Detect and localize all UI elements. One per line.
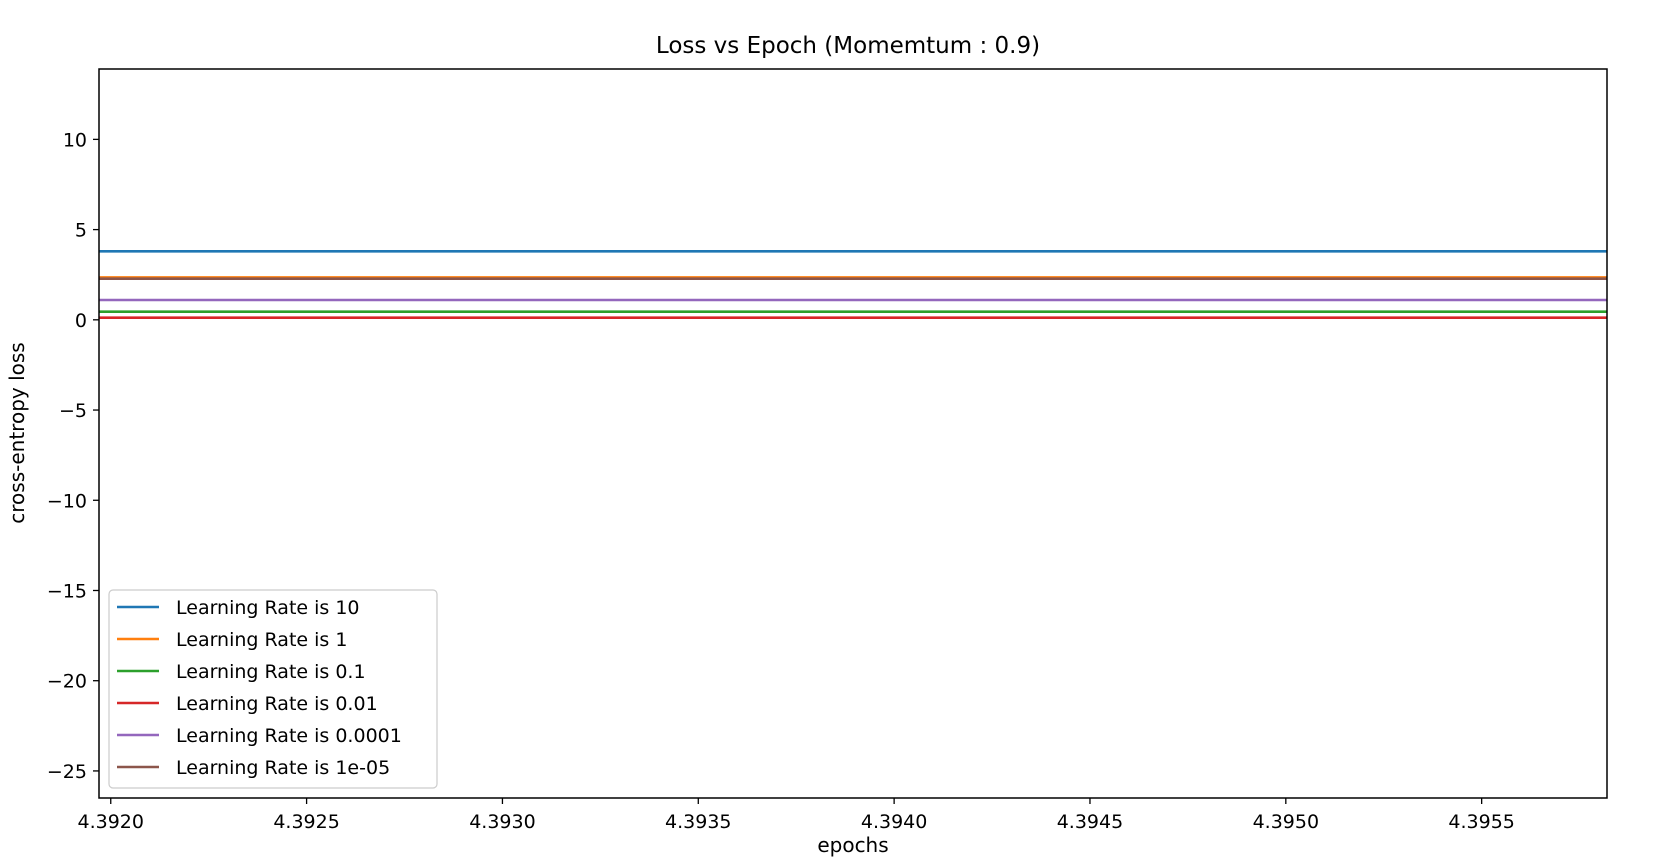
y-axis-label: cross-entropy loss (5, 342, 29, 523)
legend: Learning Rate is 10 Learning Rate is 1 Lea… (108, 589, 438, 789)
x-axis-label: epochs (817, 833, 888, 857)
x-tick-label: 4.3955 (1448, 811, 1514, 833)
legend-label-5: Learning Rate is 1e-05 (176, 757, 390, 779)
y-tick-label: −5 (59, 400, 87, 422)
series-layer (99, 250, 1607, 320)
x-axis-ticks: 4.3920 4.3925 4.3930 4.3935 4.3940 4.3945 4.39… (78, 798, 1515, 833)
legend-label-2: Learning Rate is 0.1 (176, 661, 366, 683)
y-axis-ticks: −25 −20 −15 −10 −5 0 5 10 (47, 129, 99, 783)
legend-box (108, 589, 438, 789)
x-tick-label: 4.3940 (861, 811, 927, 833)
y-tick-label: 0 (75, 310, 87, 332)
y-tick-label: −20 (47, 671, 87, 693)
y-tick-label: 10 (63, 129, 87, 151)
x-tick-label: 4.3950 (1253, 811, 1319, 833)
x-tick-label: 4.3920 (78, 811, 144, 833)
legend-label-4: Learning Rate is 0.0001 (176, 725, 402, 747)
x-tick-label: 4.3930 (469, 811, 535, 833)
y-tick-label: −15 (47, 580, 87, 602)
plot-frame (98, 68, 1608, 799)
chart-title: Loss vs Epoch (Momemtum : 0.9) (656, 33, 1040, 59)
y-tick-label: −10 (47, 490, 87, 512)
legend-label-1: Learning Rate is 1 (176, 629, 347, 651)
y-tick-label: −25 (47, 761, 87, 783)
x-tick-label: 4.3935 (665, 811, 731, 833)
x-tick-label: 4.3945 (1057, 811, 1123, 833)
y-tick-label: 5 (75, 220, 87, 242)
legend-label-3: Learning Rate is 0.01 (176, 693, 378, 715)
x-tick-label: 4.3925 (273, 811, 339, 833)
legend-label-0: Learning Rate is 10 (176, 597, 360, 619)
